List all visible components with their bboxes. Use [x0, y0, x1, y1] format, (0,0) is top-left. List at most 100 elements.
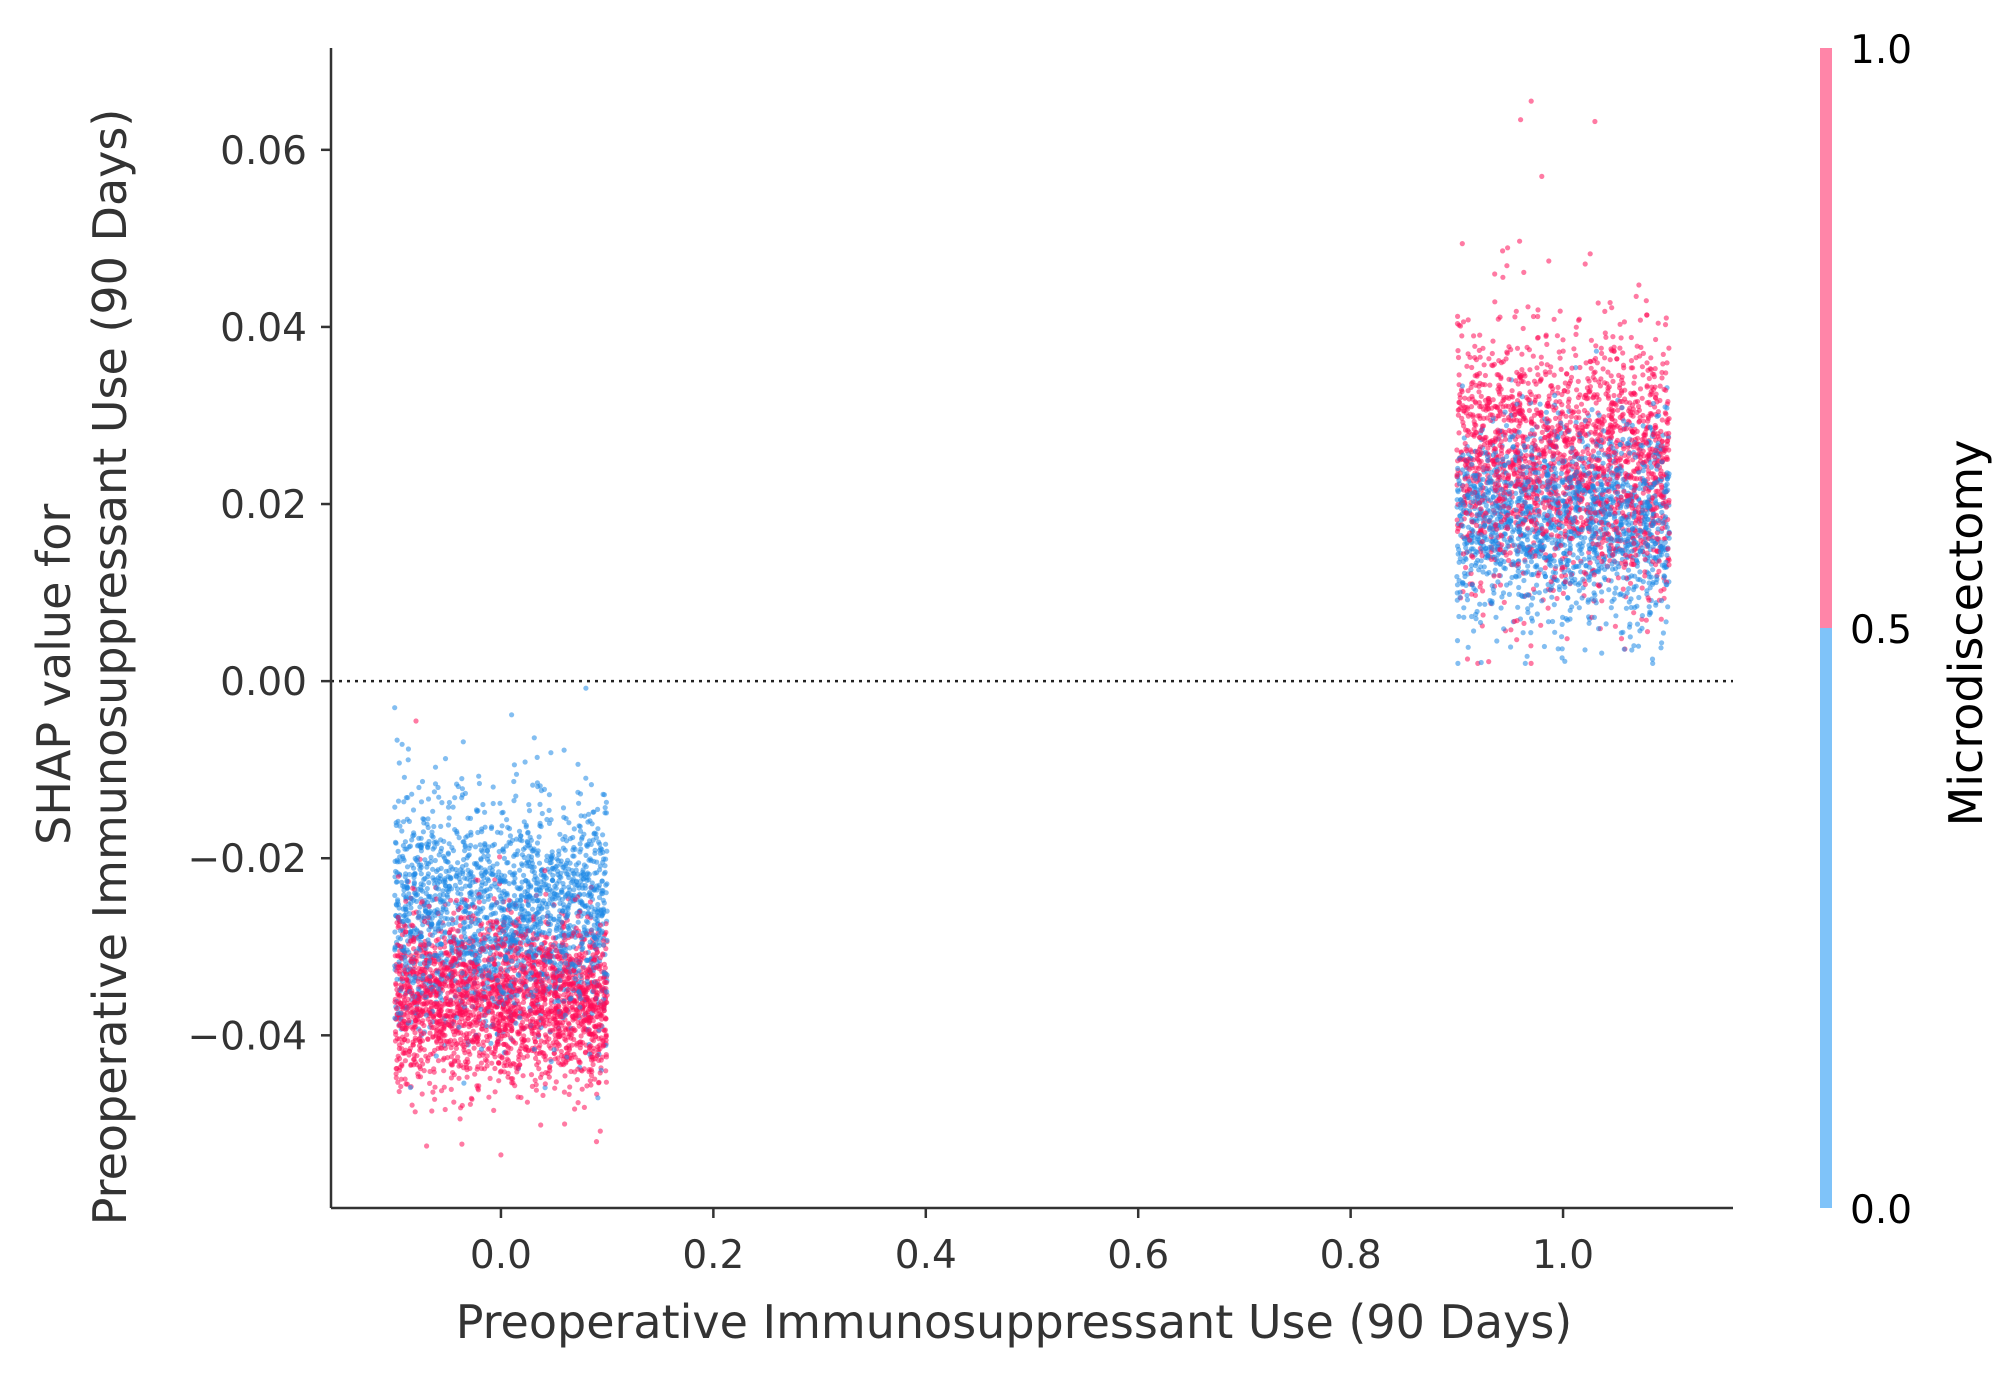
point-microdiscectomy-1	[506, 897, 512, 903]
point-microdiscectomy-1	[397, 1000, 403, 1006]
point-microdiscectomy-1	[498, 1011, 504, 1017]
point-microdiscectomy-1	[575, 1100, 581, 1106]
point-microdiscectomy-0	[406, 871, 413, 878]
point-microdiscectomy-1	[555, 1041, 561, 1047]
point-microdiscectomy-0	[489, 975, 495, 981]
point-microdiscectomy-1	[482, 957, 488, 963]
point-microdiscectomy-0	[535, 784, 541, 790]
point-microdiscectomy-1	[418, 1012, 424, 1018]
point-microdiscectomy-0	[536, 950, 543, 956]
point-microdiscectomy-1	[451, 940, 457, 946]
point-microdiscectomy-0	[589, 880, 595, 886]
point-microdiscectomy-0	[506, 902, 512, 908]
point-microdiscectomy-1	[578, 1033, 584, 1039]
point-microdiscectomy-0	[590, 837, 596, 843]
point-microdiscectomy-1	[553, 948, 559, 954]
point-microdiscectomy-0	[504, 817, 510, 823]
point-microdiscectomy-1	[405, 1005, 411, 1011]
point-microdiscectomy-1	[550, 935, 556, 941]
point-microdiscectomy-1	[496, 1078, 502, 1084]
point-microdiscectomy-1	[455, 1058, 461, 1065]
point-microdiscectomy-1	[432, 1047, 438, 1053]
point-microdiscectomy-1	[1628, 334, 1634, 341]
point-microdiscectomy-1	[393, 1006, 400, 1012]
point-microdiscectomy-0	[1612, 590, 1618, 596]
point-microdiscectomy-1	[459, 1102, 465, 1109]
point-microdiscectomy-1	[490, 944, 496, 951]
point-microdiscectomy-1	[595, 963, 601, 969]
point-microdiscectomy-0	[577, 828, 584, 834]
point-microdiscectomy-0	[463, 908, 469, 914]
point-microdiscectomy-0	[456, 876, 462, 882]
point-microdiscectomy-0	[429, 833, 435, 839]
point-microdiscectomy-1	[524, 1099, 531, 1105]
point-microdiscectomy-1	[427, 1030, 433, 1036]
point-microdiscectomy-0	[528, 944, 534, 950]
point-microdiscectomy-0	[567, 887, 573, 893]
point-microdiscectomy-0	[415, 886, 421, 893]
point-microdiscectomy-0	[397, 823, 403, 829]
point-microdiscectomy-1	[413, 956, 419, 962]
point-microdiscectomy-0	[490, 784, 496, 790]
point-microdiscectomy-1	[444, 966, 450, 972]
point-microdiscectomy-0	[544, 857, 550, 864]
point-microdiscectomy-0	[459, 776, 465, 782]
point-microdiscectomy-1	[587, 968, 594, 974]
point-microdiscectomy-1	[561, 1089, 568, 1095]
point-microdiscectomy-0	[603, 810, 610, 816]
point-microdiscectomy-1	[423, 1001, 429, 1007]
point-microdiscectomy-0	[489, 995, 495, 1001]
point-microdiscectomy-0	[489, 867, 495, 873]
point-microdiscectomy-0	[445, 850, 451, 856]
point-microdiscectomy-1	[398, 943, 404, 950]
point-microdiscectomy-0	[549, 849, 555, 855]
point-microdiscectomy-1	[503, 1041, 509, 1047]
point-microdiscectomy-0	[583, 852, 589, 859]
point-microdiscectomy-0	[426, 941, 432, 947]
point-microdiscectomy-1	[509, 1026, 515, 1032]
point-microdiscectomy-0	[395, 897, 401, 903]
point-microdiscectomy-0	[533, 932, 540, 938]
point-microdiscectomy-0	[392, 929, 398, 935]
point-microdiscectomy-0	[479, 879, 485, 885]
point-microdiscectomy-0	[563, 960, 569, 966]
point-microdiscectomy-0	[437, 918, 443, 924]
point-microdiscectomy-1	[399, 984, 405, 990]
point-microdiscectomy-1	[516, 1005, 522, 1011]
point-microdiscectomy-1	[399, 976, 405, 982]
point-microdiscectomy-1	[459, 1141, 465, 1147]
point-microdiscectomy-0	[1477, 619, 1484, 626]
point-microdiscectomy-0	[577, 841, 583, 847]
point-microdiscectomy-0	[526, 808, 533, 814]
point-microdiscectomy-1	[599, 1016, 605, 1022]
point-microdiscectomy-0	[573, 878, 579, 884]
point-microdiscectomy-0	[446, 815, 452, 821]
point-microdiscectomy-0	[445, 822, 451, 828]
point-microdiscectomy-1	[415, 978, 421, 985]
point-microdiscectomy-1	[421, 983, 427, 989]
point-microdiscectomy-1	[440, 967, 446, 974]
point-microdiscectomy-1	[409, 1010, 415, 1016]
point-microdiscectomy-1	[568, 1052, 574, 1058]
point-microdiscectomy-0	[399, 741, 405, 747]
point-microdiscectomy-1	[532, 1077, 538, 1083]
point-microdiscectomy-1	[1639, 585, 1645, 591]
point-microdiscectomy-1	[432, 945, 438, 951]
point-microdiscectomy-0	[566, 932, 572, 938]
point-microdiscectomy-1	[603, 1032, 609, 1038]
point-microdiscectomy-1	[480, 1052, 486, 1058]
point-microdiscectomy-1	[1645, 418, 1651, 424]
point-microdiscectomy-1	[591, 1038, 597, 1044]
point-microdiscectomy-0	[401, 774, 407, 780]
point-microdiscectomy-0	[534, 780, 541, 786]
point-microdiscectomy-1	[396, 1088, 402, 1095]
point-microdiscectomy-1	[448, 962, 454, 968]
point-microdiscectomy-1	[491, 1107, 497, 1113]
point-microdiscectomy-0	[525, 830, 531, 836]
point-microdiscectomy-0	[560, 901, 567, 908]
point-microdiscectomy-0	[513, 771, 520, 777]
point-microdiscectomy-0	[430, 808, 436, 814]
point-microdiscectomy-0	[556, 913, 562, 919]
point-microdiscectomy-1	[517, 987, 524, 993]
point-microdiscectomy-0	[591, 932, 597, 938]
